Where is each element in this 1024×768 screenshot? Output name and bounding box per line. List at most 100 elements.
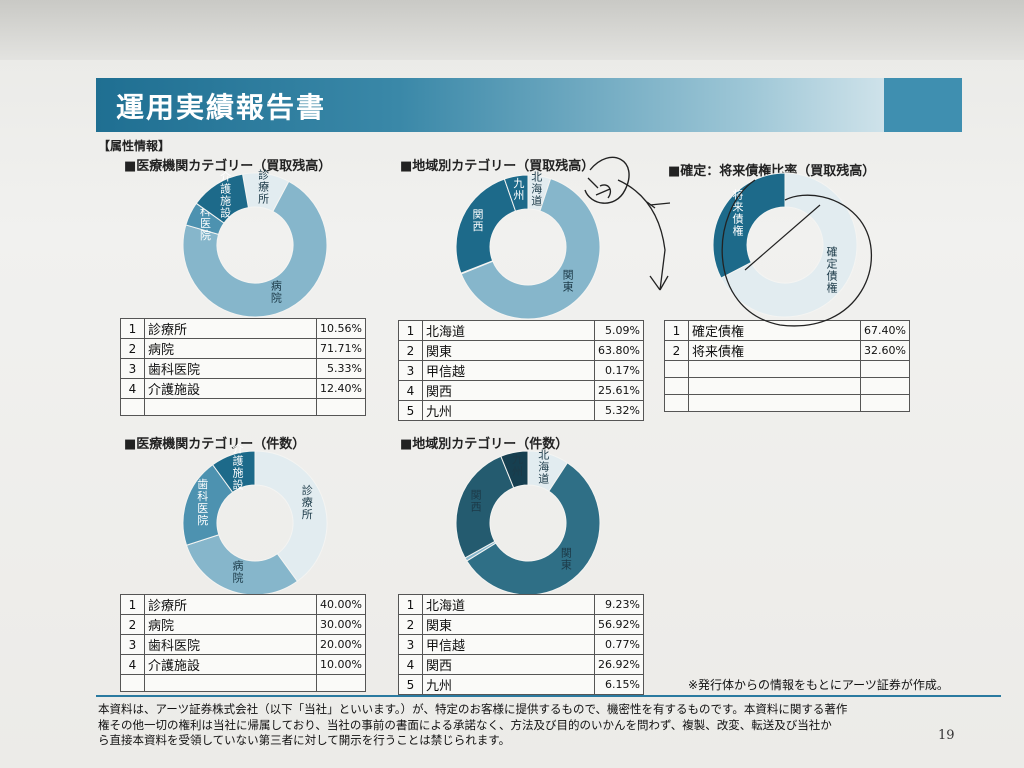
empty-cell bbox=[688, 360, 861, 378]
table-row: 1 診療所 40.00% bbox=[120, 594, 366, 615]
page-number: 19 bbox=[938, 728, 955, 743]
empty-cell bbox=[120, 674, 145, 692]
table-row-empty bbox=[664, 377, 910, 395]
row-number: 1 bbox=[120, 318, 145, 339]
disclaimer: 本資料は、アーツ証券株式会社（以下「当社」といいます。）が、特定のお客様に提供す… bbox=[98, 702, 918, 749]
chart-title-region-count: ■地域別カテゴリー（件数） bbox=[400, 437, 569, 452]
slice-label: 介護施設 bbox=[233, 443, 244, 492]
slice-label: 北海道 bbox=[531, 171, 542, 208]
table-row: 2 将来債権 32.60% bbox=[664, 340, 910, 361]
donut-slice bbox=[254, 450, 328, 582]
chart-title-med-count: ■医療機関カテゴリー（件数） bbox=[124, 437, 306, 452]
row-number: 4 bbox=[120, 654, 145, 675]
table-row: 1 診療所 10.56% bbox=[120, 318, 366, 339]
table-row: 3 甲信越 0.77% bbox=[398, 634, 644, 655]
chart-title-bond-ratio: ■確定：将来債権比率（買取残高） bbox=[668, 164, 876, 179]
slice-label: 北海道 bbox=[538, 448, 549, 485]
row-value: 32.60% bbox=[860, 340, 910, 361]
table-row: 5 九州 6.15% bbox=[398, 674, 644, 695]
donut-slice bbox=[195, 173, 249, 224]
table-region-balance: 1 北海道 5.09% 2 関東 63.80% 3 甲信越 0.17% 4 関西 25.61% 5 九州 5… bbox=[398, 320, 644, 421]
row-value: 26.92% bbox=[594, 654, 644, 675]
table-row: 2 病院 30.00% bbox=[120, 614, 366, 635]
chart-title-med-balance: ■医療機関カテゴリー（買取残高） bbox=[124, 159, 332, 174]
row-value: 5.32% bbox=[594, 400, 644, 421]
table-row-empty bbox=[120, 674, 366, 692]
report-header: 運用実績報告書 bbox=[96, 78, 962, 132]
row-value: 0.77% bbox=[594, 634, 644, 655]
table-row: 3 甲信越 0.17% bbox=[398, 360, 644, 381]
row-value: 25.61% bbox=[594, 380, 644, 401]
empty-cell bbox=[316, 674, 366, 692]
table-row: 4 介護施設 10.00% bbox=[120, 654, 366, 675]
row-value: 71.71% bbox=[316, 338, 366, 359]
row-label: 診療所 bbox=[144, 594, 317, 615]
empty-cell bbox=[144, 398, 317, 416]
table-row-empty bbox=[120, 398, 366, 416]
row-number: 4 bbox=[120, 378, 145, 399]
slice-label: 病院 bbox=[271, 279, 282, 305]
source-note: ※発行体からの情報をもとにアーツ証券が作成。 bbox=[688, 678, 949, 692]
row-number: 4 bbox=[398, 380, 423, 401]
donut-slice bbox=[182, 180, 328, 318]
slice-label: 九州 bbox=[513, 177, 524, 202]
row-number: 1 bbox=[398, 320, 423, 341]
empty-cell bbox=[860, 377, 910, 395]
background-sheet bbox=[0, 0, 1024, 60]
table-med-balance: 1 診療所 10.56% 2 病院 71.71% 3 歯科医院 5.33% 4 介護施設 12.40% bbox=[120, 318, 366, 416]
row-number: 2 bbox=[120, 614, 145, 635]
row-label: 病院 bbox=[144, 614, 317, 635]
row-number: 5 bbox=[398, 400, 423, 421]
row-label: 関東 bbox=[422, 614, 595, 635]
row-value: 63.80% bbox=[594, 340, 644, 361]
row-number: 3 bbox=[120, 358, 145, 379]
row-value: 6.15% bbox=[594, 674, 644, 695]
row-value: 20.00% bbox=[316, 634, 366, 655]
row-label: 介護施設 bbox=[144, 654, 317, 675]
table-region-count: 1 北海道 9.23% 2 関東 56.92% 3 甲信越 0.77% 4 関西 26.92% 5 九州 6… bbox=[398, 594, 644, 695]
row-label: 確定債権 bbox=[688, 320, 861, 341]
table-row: 4 介護施設 12.40% bbox=[120, 378, 366, 399]
table-row: 4 関西 26.92% bbox=[398, 654, 644, 675]
slice-label: 診療所 bbox=[302, 483, 313, 521]
slice-label: 関東 bbox=[563, 269, 574, 294]
row-label: 診療所 bbox=[144, 318, 317, 339]
donut-slice bbox=[460, 178, 601, 320]
row-label: 甲信越 bbox=[422, 634, 595, 655]
slice-label: 九州 bbox=[512, 453, 523, 478]
table-row: 5 九州 5.32% bbox=[398, 400, 644, 421]
row-number: 3 bbox=[120, 634, 145, 655]
table-bond-ratio: 1 確定債権 67.40% 2 将来債権 32.60% bbox=[664, 320, 910, 412]
empty-cell bbox=[664, 377, 689, 395]
empty-cell bbox=[316, 398, 366, 416]
donut-slice bbox=[712, 172, 786, 279]
slice-label: 診療所 bbox=[258, 168, 269, 206]
empty-cell bbox=[664, 360, 689, 378]
table-row: 1 北海道 5.09% bbox=[398, 320, 644, 341]
footer-divider bbox=[96, 695, 1001, 697]
table-row-empty bbox=[664, 394, 910, 412]
empty-cell bbox=[688, 377, 861, 395]
row-value: 40.00% bbox=[316, 594, 366, 615]
donut-slice bbox=[211, 450, 256, 493]
row-label: 病院 bbox=[144, 338, 317, 359]
donut-slice bbox=[503, 174, 529, 212]
table-row: 2 関東 63.80% bbox=[398, 340, 644, 361]
slice-label: 確定債権 bbox=[826, 245, 837, 295]
disclaimer-line: 権その他一切の権利は当社に帰属しており、当社の事前の書面による承諾なく、方法及び… bbox=[98, 717, 832, 732]
table-row: 3 歯科医院 20.00% bbox=[120, 634, 366, 655]
row-value: 12.40% bbox=[316, 378, 366, 399]
slice-label: 歯科医院 bbox=[197, 478, 208, 527]
row-number: 3 bbox=[398, 634, 423, 655]
slice-label: 関西 bbox=[471, 489, 482, 514]
donut-chart-bond-ratio: 確定債権 将来債権 bbox=[712, 172, 858, 318]
row-value: 56.92% bbox=[594, 614, 644, 635]
table-row: 2 関東 56.92% bbox=[398, 614, 644, 635]
chart-title-region-balance: ■地域別カテゴリー（買取残高） bbox=[400, 159, 595, 174]
report-title: 運用実績報告書 bbox=[116, 91, 327, 124]
row-number: 4 bbox=[398, 654, 423, 675]
slice-label: 病院 bbox=[233, 558, 244, 584]
empty-cell bbox=[860, 394, 910, 412]
